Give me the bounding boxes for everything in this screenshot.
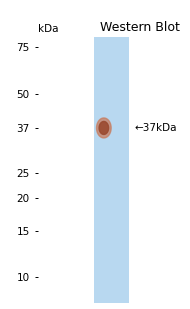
Text: kDa: kDa bbox=[38, 24, 59, 34]
Bar bbox=[94, 37, 129, 303]
Text: Western Blot: Western Blot bbox=[100, 21, 180, 34]
Polygon shape bbox=[97, 118, 111, 138]
Text: ←37kDa: ←37kDa bbox=[135, 123, 177, 133]
Polygon shape bbox=[99, 121, 109, 134]
